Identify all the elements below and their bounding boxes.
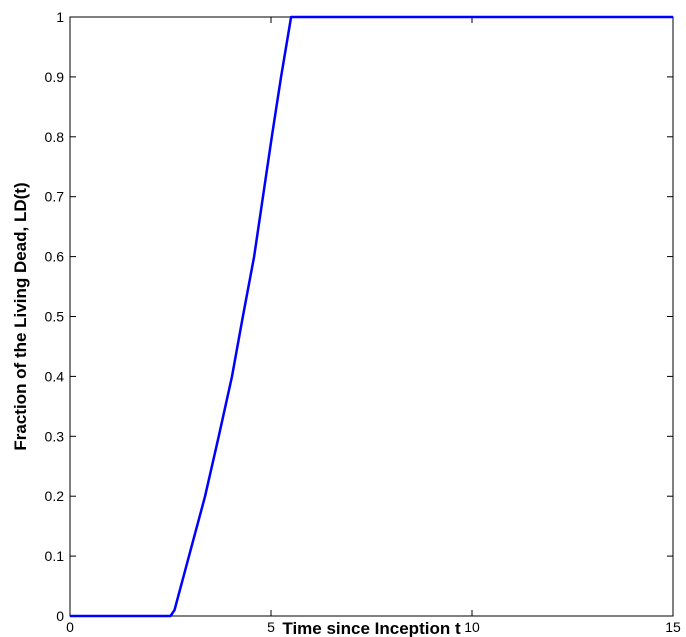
x-tick-label: 5 [267,619,275,635]
y-tick-label: 0.8 [45,129,65,145]
y-tick-label: 0.9 [45,69,65,85]
y-tick-label: 0.7 [45,189,65,205]
x-tick-label: 0 [66,619,74,635]
line [70,15,673,618]
y-tick-label: 0.1 [45,548,65,564]
y-tick-label: 1 [56,9,64,25]
x-tick-label: 15 [665,619,681,635]
y-tick-label: 0.5 [45,309,65,325]
y-tick-label: 0.6 [45,249,65,265]
x-axis-label: Time since Inception t [282,619,461,637]
y-tick-label: 0.4 [45,368,65,384]
plot-frame [69,16,674,617]
x-tick-label: 10 [464,619,480,635]
y-tick-label: 0.3 [45,428,65,444]
y-tick-label: 0 [56,608,64,624]
y-tick-label: 0.2 [45,488,65,504]
y-axis-label: Fraction of the Living Dead, LD(t) [11,182,30,450]
